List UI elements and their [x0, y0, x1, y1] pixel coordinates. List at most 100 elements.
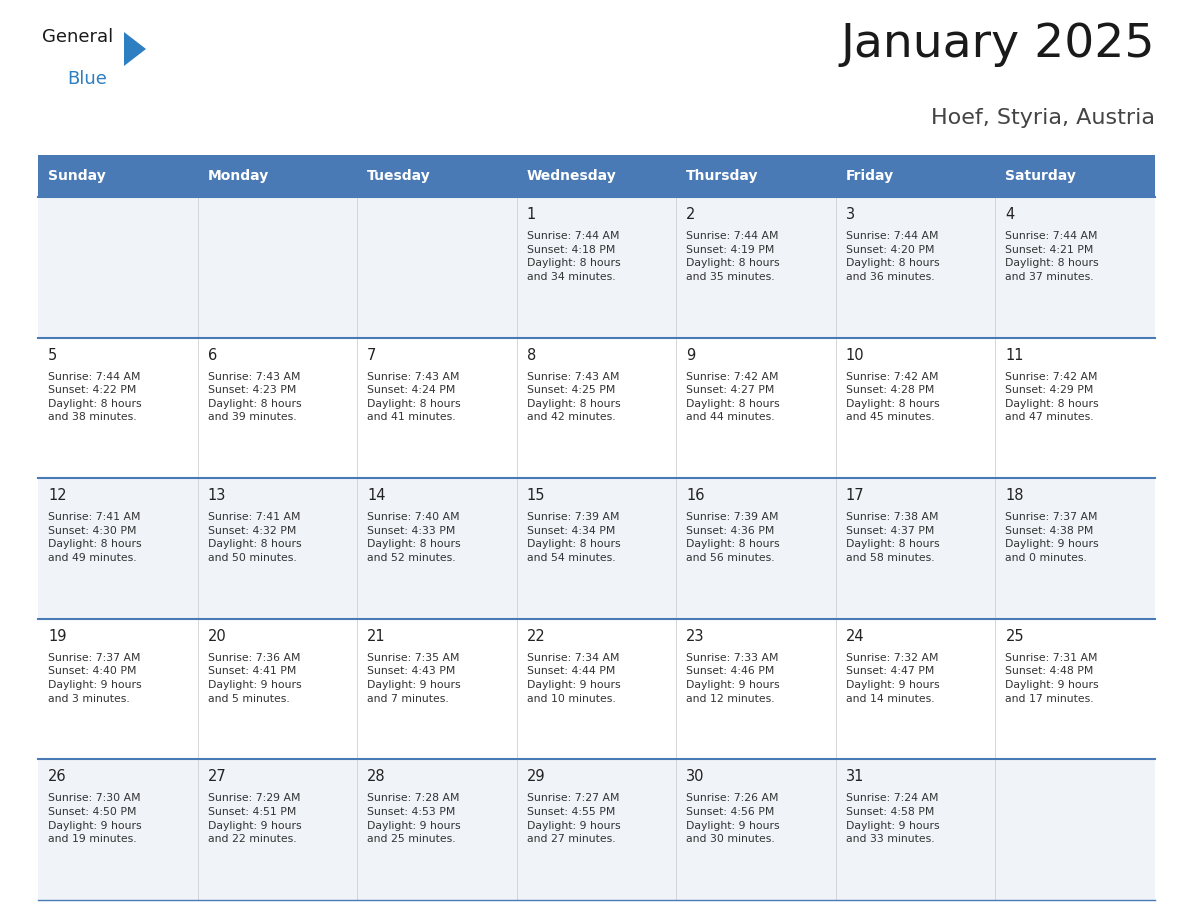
- Text: 14: 14: [367, 488, 386, 503]
- Text: 21: 21: [367, 629, 386, 644]
- Text: 5: 5: [48, 348, 57, 363]
- Text: 16: 16: [687, 488, 704, 503]
- Bar: [836, 759, 996, 900]
- Text: Sunrise: 7:44 AM
Sunset: 4:20 PM
Daylight: 8 hours
and 36 minutes.: Sunrise: 7:44 AM Sunset: 4:20 PM Dayligh…: [846, 231, 940, 282]
- Text: Sunrise: 7:33 AM
Sunset: 4:46 PM
Daylight: 9 hours
and 12 minutes.: Sunrise: 7:33 AM Sunset: 4:46 PM Dayligh…: [687, 653, 779, 703]
- Bar: [517, 619, 676, 759]
- Bar: [996, 155, 1155, 197]
- Text: Sunrise: 7:43 AM
Sunset: 4:23 PM
Daylight: 8 hours
and 39 minutes.: Sunrise: 7:43 AM Sunset: 4:23 PM Dayligh…: [208, 372, 302, 422]
- Bar: [358, 478, 517, 619]
- Bar: [517, 197, 676, 338]
- Polygon shape: [124, 32, 146, 66]
- Bar: [38, 478, 197, 619]
- Text: Monday: Monday: [208, 169, 268, 183]
- Bar: [38, 759, 197, 900]
- Bar: [836, 155, 996, 197]
- Text: Sunrise: 7:43 AM
Sunset: 4:24 PM
Daylight: 8 hours
and 41 minutes.: Sunrise: 7:43 AM Sunset: 4:24 PM Dayligh…: [367, 372, 461, 422]
- Text: 9: 9: [687, 348, 695, 363]
- Text: Sunrise: 7:41 AM
Sunset: 4:30 PM
Daylight: 8 hours
and 49 minutes.: Sunrise: 7:41 AM Sunset: 4:30 PM Dayligh…: [48, 512, 141, 563]
- Bar: [358, 619, 517, 759]
- Bar: [836, 478, 996, 619]
- Text: 4: 4: [1005, 207, 1015, 222]
- Text: 10: 10: [846, 348, 865, 363]
- Bar: [676, 759, 836, 900]
- Text: Sunrise: 7:37 AM
Sunset: 4:38 PM
Daylight: 9 hours
and 0 minutes.: Sunrise: 7:37 AM Sunset: 4:38 PM Dayligh…: [1005, 512, 1099, 563]
- Text: Sunrise: 7:39 AM
Sunset: 4:34 PM
Daylight: 8 hours
and 54 minutes.: Sunrise: 7:39 AM Sunset: 4:34 PM Dayligh…: [526, 512, 620, 563]
- Text: 2: 2: [687, 207, 696, 222]
- Bar: [836, 197, 996, 338]
- Bar: [197, 478, 358, 619]
- Bar: [197, 155, 358, 197]
- Text: Sunrise: 7:28 AM
Sunset: 4:53 PM
Daylight: 9 hours
and 25 minutes.: Sunrise: 7:28 AM Sunset: 4:53 PM Dayligh…: [367, 793, 461, 845]
- Bar: [996, 478, 1155, 619]
- Text: Sunday: Sunday: [48, 169, 106, 183]
- Text: 23: 23: [687, 629, 704, 644]
- Text: Sunrise: 7:38 AM
Sunset: 4:37 PM
Daylight: 8 hours
and 58 minutes.: Sunrise: 7:38 AM Sunset: 4:37 PM Dayligh…: [846, 512, 940, 563]
- Bar: [197, 197, 358, 338]
- Text: 12: 12: [48, 488, 67, 503]
- Text: Sunrise: 7:44 AM
Sunset: 4:18 PM
Daylight: 8 hours
and 34 minutes.: Sunrise: 7:44 AM Sunset: 4:18 PM Dayligh…: [526, 231, 620, 282]
- Bar: [197, 619, 358, 759]
- Bar: [358, 155, 517, 197]
- Text: Friday: Friday: [846, 169, 895, 183]
- Text: Sunrise: 7:24 AM
Sunset: 4:58 PM
Daylight: 9 hours
and 33 minutes.: Sunrise: 7:24 AM Sunset: 4:58 PM Dayligh…: [846, 793, 940, 845]
- Bar: [676, 619, 836, 759]
- Bar: [517, 759, 676, 900]
- Text: 1: 1: [526, 207, 536, 222]
- Text: 6: 6: [208, 348, 217, 363]
- Bar: [358, 197, 517, 338]
- Bar: [676, 338, 836, 478]
- Bar: [517, 478, 676, 619]
- Text: 11: 11: [1005, 348, 1024, 363]
- Text: Sunrise: 7:35 AM
Sunset: 4:43 PM
Daylight: 9 hours
and 7 minutes.: Sunrise: 7:35 AM Sunset: 4:43 PM Dayligh…: [367, 653, 461, 703]
- Text: General: General: [42, 28, 113, 46]
- Bar: [38, 197, 197, 338]
- Text: Sunrise: 7:31 AM
Sunset: 4:48 PM
Daylight: 9 hours
and 17 minutes.: Sunrise: 7:31 AM Sunset: 4:48 PM Dayligh…: [1005, 653, 1099, 703]
- Text: Sunrise: 7:34 AM
Sunset: 4:44 PM
Daylight: 9 hours
and 10 minutes.: Sunrise: 7:34 AM Sunset: 4:44 PM Dayligh…: [526, 653, 620, 703]
- Bar: [996, 619, 1155, 759]
- Text: 24: 24: [846, 629, 865, 644]
- Text: Sunrise: 7:27 AM
Sunset: 4:55 PM
Daylight: 9 hours
and 27 minutes.: Sunrise: 7:27 AM Sunset: 4:55 PM Dayligh…: [526, 793, 620, 845]
- Text: January 2025: January 2025: [840, 22, 1155, 67]
- Bar: [197, 338, 358, 478]
- Text: Sunrise: 7:37 AM
Sunset: 4:40 PM
Daylight: 9 hours
and 3 minutes.: Sunrise: 7:37 AM Sunset: 4:40 PM Dayligh…: [48, 653, 141, 703]
- Text: Sunrise: 7:40 AM
Sunset: 4:33 PM
Daylight: 8 hours
and 52 minutes.: Sunrise: 7:40 AM Sunset: 4:33 PM Dayligh…: [367, 512, 461, 563]
- Text: Sunrise: 7:41 AM
Sunset: 4:32 PM
Daylight: 8 hours
and 50 minutes.: Sunrise: 7:41 AM Sunset: 4:32 PM Dayligh…: [208, 512, 302, 563]
- Text: 13: 13: [208, 488, 226, 503]
- Bar: [996, 759, 1155, 900]
- Text: Sunrise: 7:29 AM
Sunset: 4:51 PM
Daylight: 9 hours
and 22 minutes.: Sunrise: 7:29 AM Sunset: 4:51 PM Dayligh…: [208, 793, 302, 845]
- Text: Sunrise: 7:44 AM
Sunset: 4:19 PM
Daylight: 8 hours
and 35 minutes.: Sunrise: 7:44 AM Sunset: 4:19 PM Dayligh…: [687, 231, 779, 282]
- Text: 25: 25: [1005, 629, 1024, 644]
- Text: Sunrise: 7:44 AM
Sunset: 4:22 PM
Daylight: 8 hours
and 38 minutes.: Sunrise: 7:44 AM Sunset: 4:22 PM Dayligh…: [48, 372, 141, 422]
- Bar: [517, 338, 676, 478]
- Bar: [996, 338, 1155, 478]
- Text: Hoef, Styria, Austria: Hoef, Styria, Austria: [931, 108, 1155, 128]
- Bar: [197, 759, 358, 900]
- Text: Sunrise: 7:42 AM
Sunset: 4:29 PM
Daylight: 8 hours
and 47 minutes.: Sunrise: 7:42 AM Sunset: 4:29 PM Dayligh…: [1005, 372, 1099, 422]
- Text: Wednesday: Wednesday: [526, 169, 617, 183]
- Text: Sunrise: 7:42 AM
Sunset: 4:28 PM
Daylight: 8 hours
and 45 minutes.: Sunrise: 7:42 AM Sunset: 4:28 PM Dayligh…: [846, 372, 940, 422]
- Text: Sunrise: 7:42 AM
Sunset: 4:27 PM
Daylight: 8 hours
and 44 minutes.: Sunrise: 7:42 AM Sunset: 4:27 PM Dayligh…: [687, 372, 779, 422]
- Text: Sunrise: 7:43 AM
Sunset: 4:25 PM
Daylight: 8 hours
and 42 minutes.: Sunrise: 7:43 AM Sunset: 4:25 PM Dayligh…: [526, 372, 620, 422]
- Text: 22: 22: [526, 629, 545, 644]
- Bar: [517, 155, 676, 197]
- Text: Sunrise: 7:30 AM
Sunset: 4:50 PM
Daylight: 9 hours
and 19 minutes.: Sunrise: 7:30 AM Sunset: 4:50 PM Dayligh…: [48, 793, 141, 845]
- Bar: [38, 619, 197, 759]
- Text: Sunrise: 7:44 AM
Sunset: 4:21 PM
Daylight: 8 hours
and 37 minutes.: Sunrise: 7:44 AM Sunset: 4:21 PM Dayligh…: [1005, 231, 1099, 282]
- Bar: [996, 197, 1155, 338]
- Text: 28: 28: [367, 769, 386, 784]
- Text: Sunrise: 7:36 AM
Sunset: 4:41 PM
Daylight: 9 hours
and 5 minutes.: Sunrise: 7:36 AM Sunset: 4:41 PM Dayligh…: [208, 653, 302, 703]
- Bar: [38, 155, 197, 197]
- Text: 3: 3: [846, 207, 855, 222]
- Text: 20: 20: [208, 629, 227, 644]
- Text: 15: 15: [526, 488, 545, 503]
- Text: 8: 8: [526, 348, 536, 363]
- Text: 27: 27: [208, 769, 227, 784]
- Text: 19: 19: [48, 629, 67, 644]
- Bar: [836, 338, 996, 478]
- Bar: [38, 338, 197, 478]
- Text: Sunrise: 7:26 AM
Sunset: 4:56 PM
Daylight: 9 hours
and 30 minutes.: Sunrise: 7:26 AM Sunset: 4:56 PM Dayligh…: [687, 793, 779, 845]
- Text: Saturday: Saturday: [1005, 169, 1076, 183]
- Text: Blue: Blue: [67, 70, 107, 88]
- Text: Sunrise: 7:32 AM
Sunset: 4:47 PM
Daylight: 9 hours
and 14 minutes.: Sunrise: 7:32 AM Sunset: 4:47 PM Dayligh…: [846, 653, 940, 703]
